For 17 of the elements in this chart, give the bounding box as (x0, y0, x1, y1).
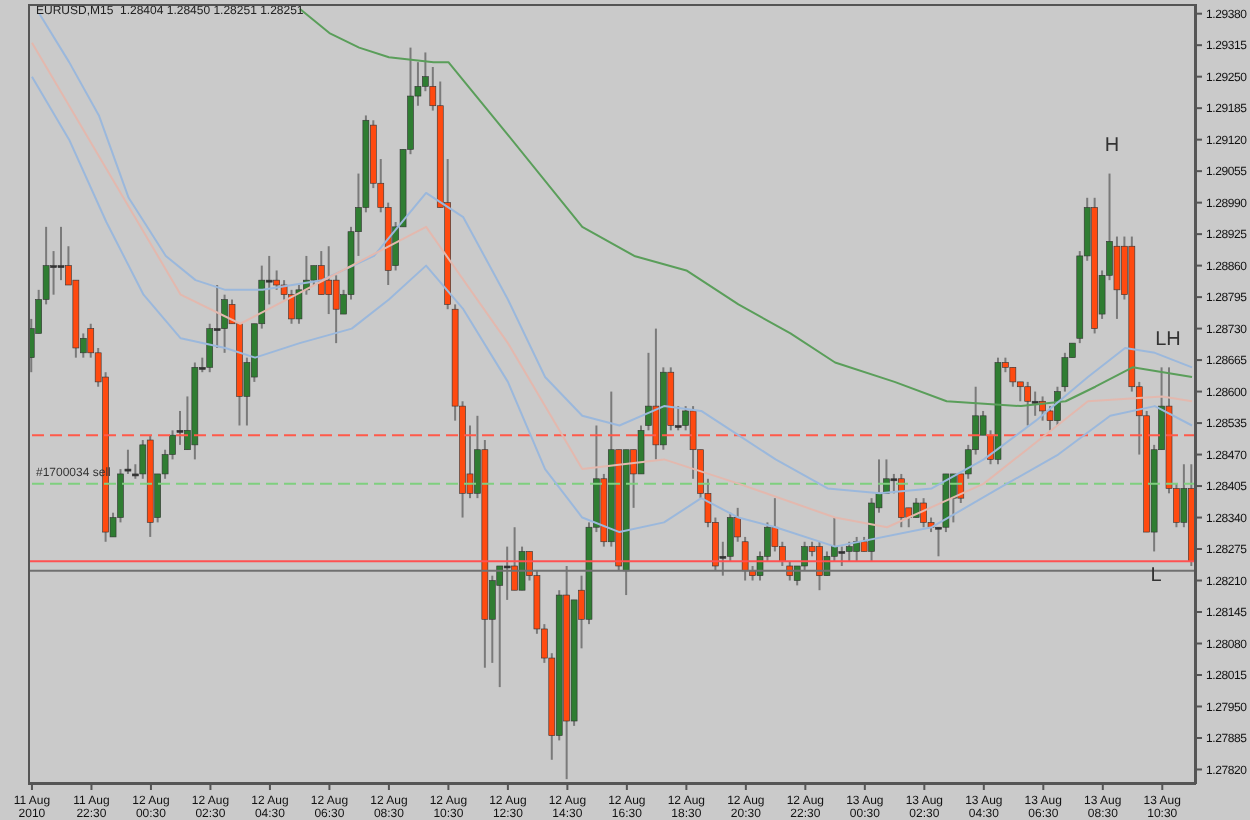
candlestick (652, 327, 660, 461)
candlestick (325, 245, 332, 316)
candlestick (57, 225, 65, 282)
annotation: L (1150, 565, 1162, 587)
candlestick (50, 250, 57, 296)
annotation: H (1104, 135, 1120, 157)
candlestick (898, 472, 905, 529)
candlestick (1031, 390, 1039, 417)
candlestick (288, 288, 295, 325)
candlestick (920, 497, 927, 529)
candlestick (1009, 366, 1017, 388)
annotation: LH (1155, 329, 1181, 351)
candlestick (838, 545, 846, 567)
candlestick (845, 540, 853, 563)
candlestick (221, 293, 228, 354)
candlestick (1024, 380, 1032, 427)
candlestick (853, 535, 860, 563)
